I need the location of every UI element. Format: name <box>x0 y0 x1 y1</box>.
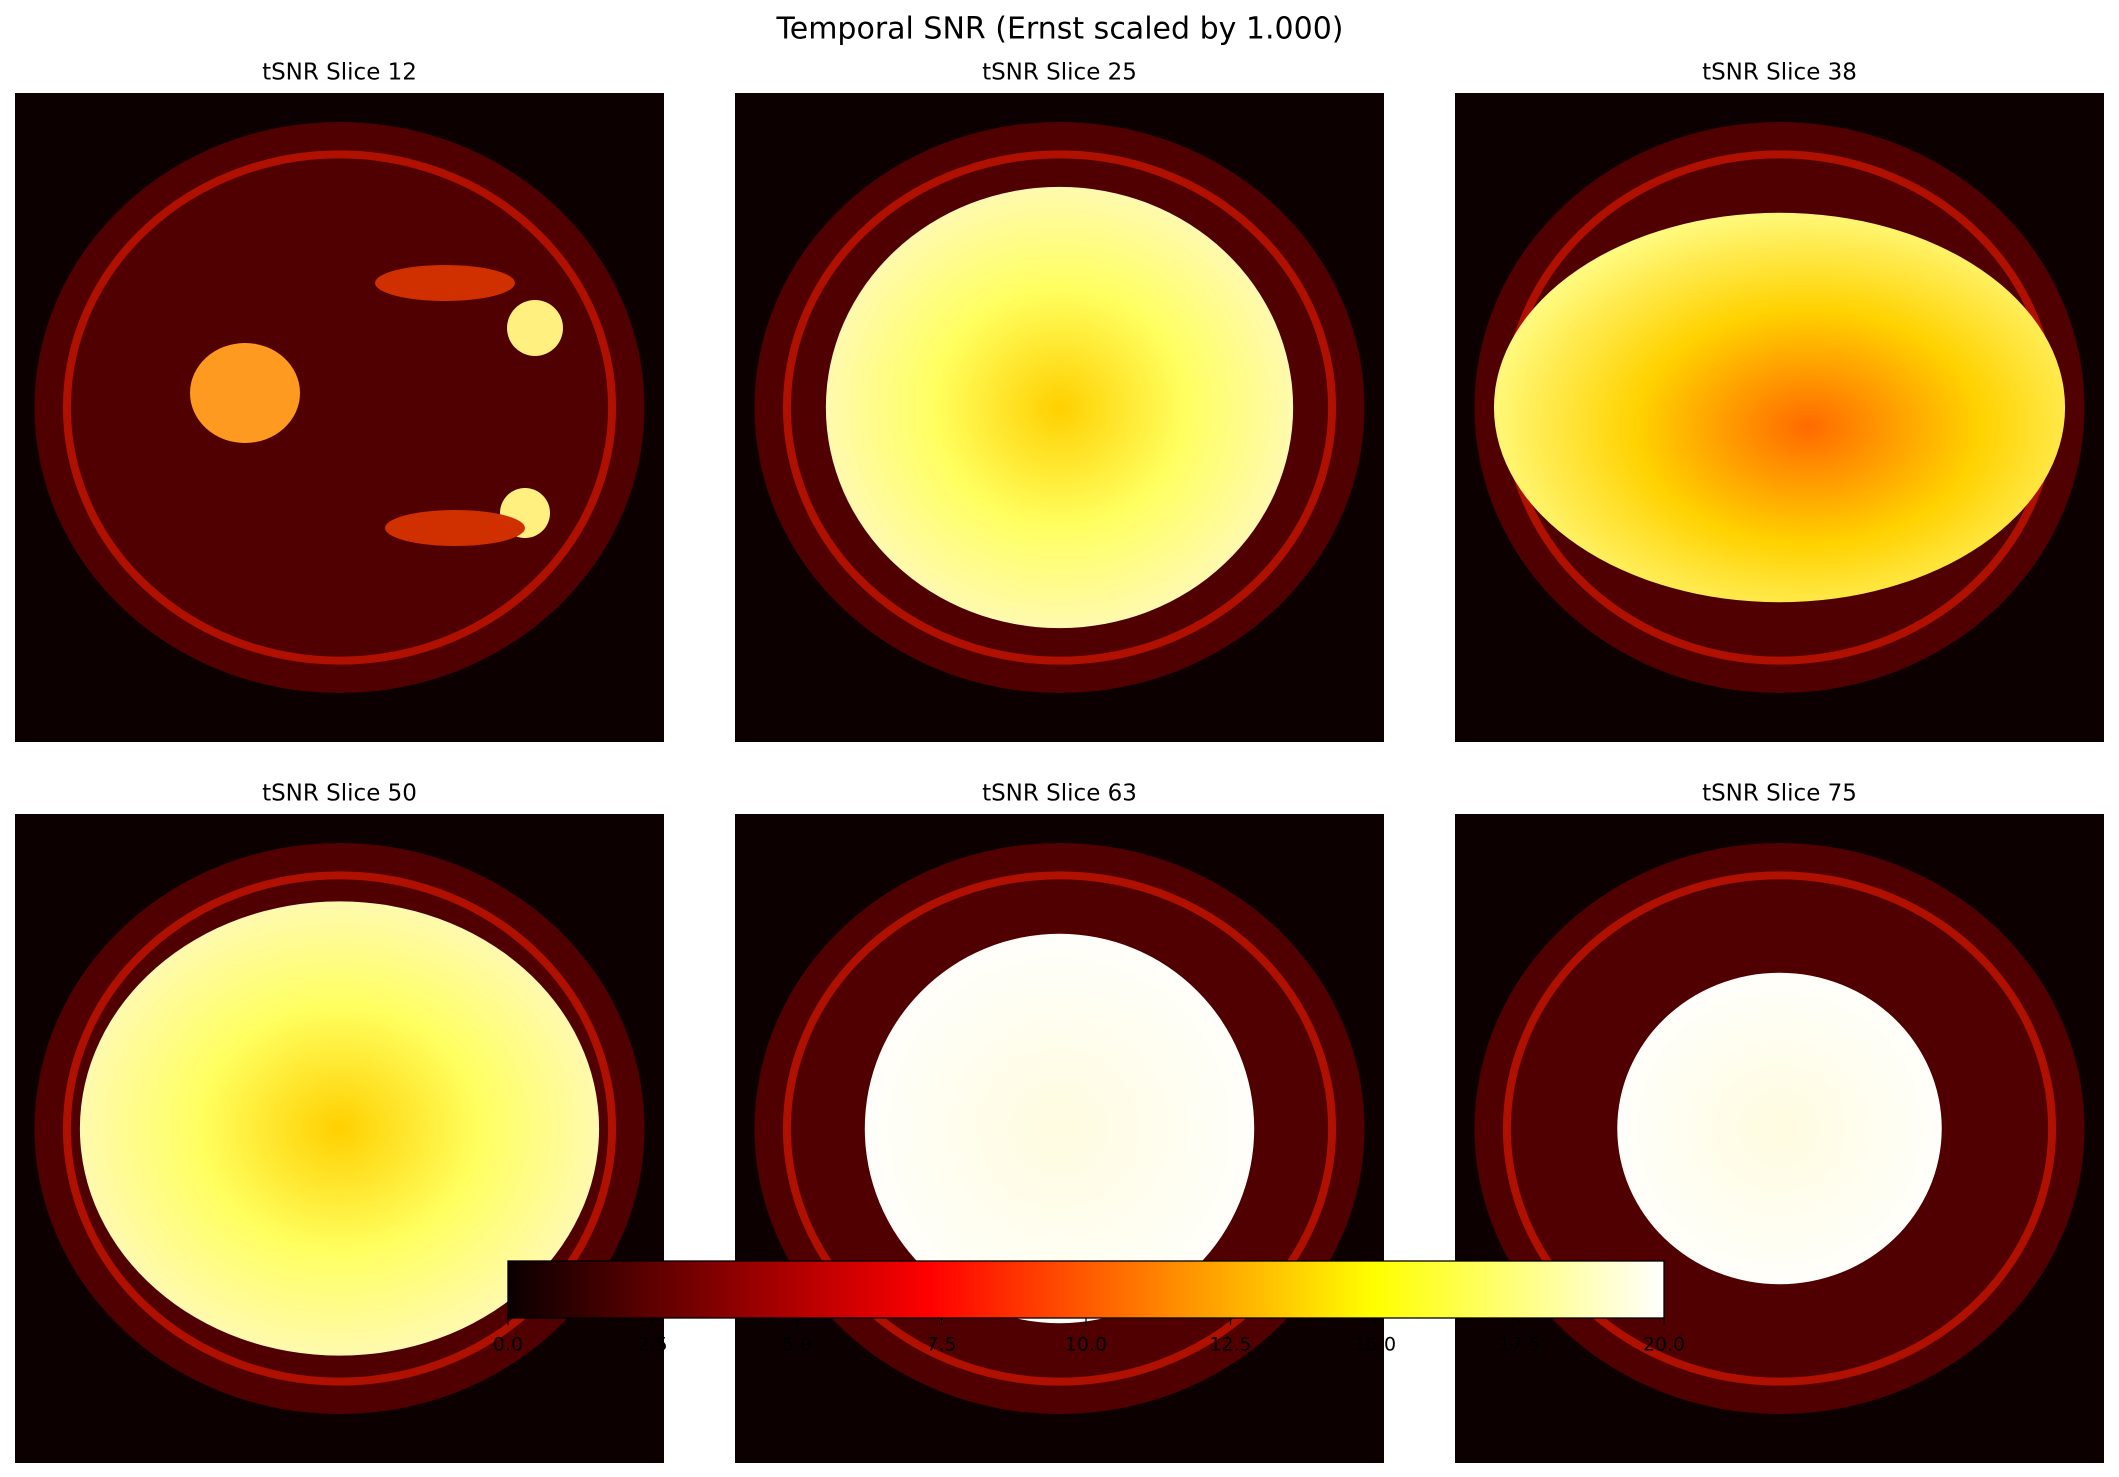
colorbar-tick-label: 12.5 <box>1209 1334 1251 1356</box>
brain-spot <box>385 510 525 546</box>
colorbar-tick-label: 2.5 <box>637 1334 667 1356</box>
panel-title: tSNR Slice 12 <box>262 60 417 86</box>
brain <box>1617 972 1942 1285</box>
skull-ring <box>782 871 1337 1386</box>
skull-ring <box>782 150 1337 665</box>
panel-title: tSNR Slice 38 <box>1702 60 1857 86</box>
brain <box>825 186 1294 629</box>
brain <box>79 901 600 1356</box>
colorbar-tick-label: 5.0 <box>782 1334 812 1356</box>
panel-title: tSNR Slice 63 <box>982 781 1137 807</box>
colorbar-tick-label: 7.5 <box>926 1334 956 1356</box>
brain-spot <box>507 300 563 356</box>
skull-ring <box>62 150 617 665</box>
skull-ring <box>62 871 617 1386</box>
colorbar-tick-label: 17.5 <box>1498 1334 1540 1356</box>
colorbar-tick-label: 15.0 <box>1354 1334 1396 1356</box>
brain <box>1493 212 2066 603</box>
brain-spot <box>375 265 515 301</box>
panel-title: tSNR Slice 25 <box>982 60 1137 86</box>
colorbar <box>507 1260 1665 1319</box>
brain-spot <box>190 343 300 443</box>
skull-ring <box>1502 871 2057 1386</box>
colorbar-tick-label: 0.0 <box>493 1334 523 1356</box>
figure-title: Temporal SNR (Ernst scaled by 1.000) <box>776 12 1344 47</box>
head <box>34 121 645 694</box>
panel-title: tSNR Slice 75 <box>1702 781 1857 807</box>
colorbar-tick-label: 10.0 <box>1065 1334 1107 1356</box>
panel-title: tSNR Slice 50 <box>262 781 417 807</box>
colorbar-tick-label: 20.0 <box>1643 1334 1685 1356</box>
brain <box>864 933 1255 1324</box>
